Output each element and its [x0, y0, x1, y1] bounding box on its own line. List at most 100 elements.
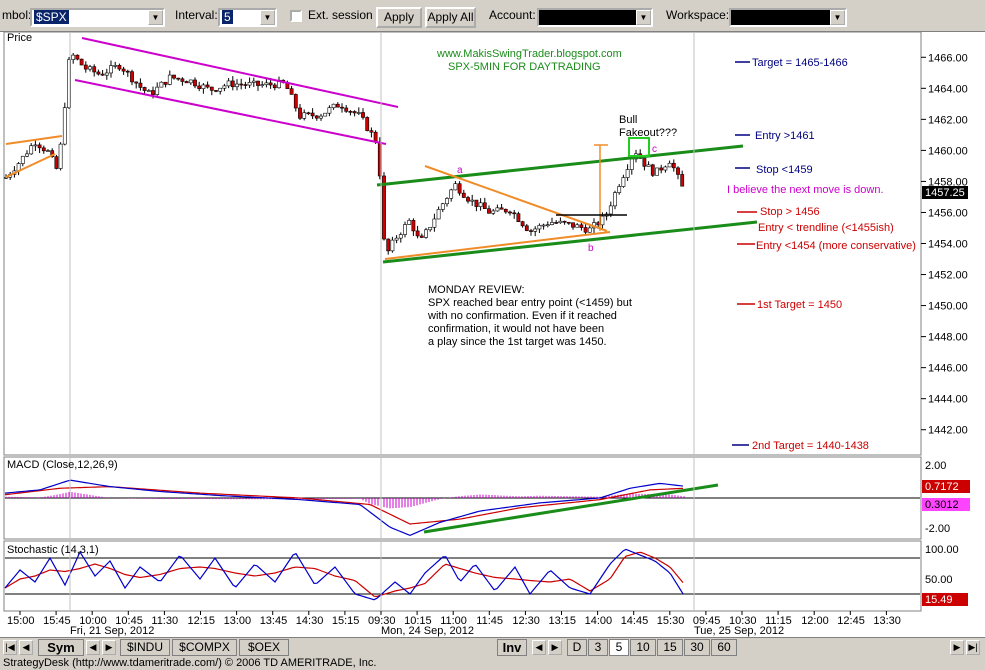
candle-body [298, 107, 302, 119]
interval-combo[interactable]: 5 ▼ [218, 8, 277, 27]
target2-label: 2nd Target = 1440-1438 [752, 440, 869, 452]
tab-interval-30[interactable]: 30 [684, 639, 710, 656]
chart-area[interactable]: 1442.00 1444.00 1446.00 1448.00 1450.00 1452.… [0, 31, 985, 637]
next-symbol-icon[interactable]: ▶ [102, 640, 116, 655]
account-label: Account: [489, 8, 536, 22]
candle-body [344, 107, 349, 112]
candle-body [680, 174, 685, 187]
tab-interval-5[interactable]: 5 [609, 639, 629, 656]
last-icon[interactable]: ▶| [966, 640, 980, 655]
candle-body [243, 84, 248, 86]
price-tick-label: 1458.00 [928, 176, 968, 188]
stoch-value: 15.49 [925, 594, 953, 606]
candle-body [142, 87, 147, 91]
fakeout-annotation: Fakeout??? [619, 127, 677, 139]
candle-body [571, 222, 575, 228]
candle-body [180, 78, 185, 82]
candle-body [88, 66, 92, 70]
candle-body [125, 70, 130, 73]
tab-interval-10[interactable]: 10 [630, 639, 656, 656]
tab-interval-3[interactable]: 3 [588, 639, 608, 656]
candle-body [54, 156, 59, 169]
prev-symbol-icon[interactable]: ◀ [86, 640, 100, 655]
review-line-2: SPX reached bear entry point (<1459) but [428, 297, 632, 309]
tab-symbol-indu[interactable]: $INDU [120, 639, 170, 656]
first-icon[interactable]: |◀ [3, 640, 17, 655]
candle-body [235, 83, 239, 88]
candle-body [398, 234, 403, 239]
candle-body [562, 220, 567, 223]
apply-button[interactable]: Apply [376, 7, 422, 28]
candle-body [499, 207, 504, 210]
prev-icon[interactable]: ◀ [19, 640, 33, 655]
candle-body [138, 82, 143, 88]
candle-body [424, 229, 428, 238]
tab-interval-d[interactable]: D [567, 639, 587, 656]
site-annotation: www.MakisSwingTrader.blogspot.com [436, 48, 622, 60]
x-tick-label: 12:30 [512, 615, 540, 627]
candle-body [520, 221, 525, 227]
next-icon[interactable]: ▶ [950, 640, 964, 655]
candle-body [457, 183, 462, 194]
candle-body [550, 222, 554, 225]
x-tick-label: 15:30 [657, 615, 685, 627]
candle-body [197, 85, 202, 89]
candle-body [272, 84, 277, 89]
tab-symbol-compx[interactable]: $COMPX [172, 639, 237, 656]
candle-body [75, 54, 80, 60]
candle-body [46, 150, 50, 152]
candle-body [121, 68, 126, 72]
candle-body [25, 153, 29, 157]
chevron-down-icon[interactable]: ▼ [636, 10, 651, 25]
candle-body [356, 112, 361, 114]
candle-body [663, 166, 668, 171]
candle-body [100, 73, 105, 76]
candle-body [71, 54, 76, 60]
candle-body [323, 112, 328, 117]
candle-body [319, 115, 323, 119]
candle-body [487, 208, 491, 214]
chevron-down-icon[interactable]: ▼ [830, 10, 845, 25]
x-tick-label: 11:15 [765, 615, 792, 627]
entry-cons-label: Entry <1454 (more conservative) [756, 240, 916, 252]
tab-interval-60[interactable]: 60 [711, 639, 737, 656]
green-upper-trendline [376, 144, 744, 187]
candle-body [33, 144, 38, 147]
candle-body [327, 107, 332, 114]
account-combo[interactable]: ▼ [537, 8, 653, 27]
candle-body [155, 86, 160, 95]
next-interval-icon[interactable]: ▶ [548, 640, 562, 655]
orange-ascending-line [384, 231, 611, 260]
symbol-combo[interactable]: $SPX ▼ [30, 8, 165, 27]
chart-svg: 1442.00 1444.00 1446.00 1448.00 1450.00 1452.… [0, 31, 985, 637]
orange-descending-line [424, 165, 608, 232]
candle-body [92, 66, 97, 73]
candle-body [608, 205, 613, 215]
tab-sym[interactable]: Sym [38, 639, 84, 656]
candle-body [625, 169, 630, 178]
candle-body [403, 224, 407, 235]
x-tick-label: 10:30 [729, 615, 757, 627]
candle-body [163, 81, 168, 85]
candle-body [537, 225, 542, 230]
candle-body [390, 239, 395, 252]
tab-interval-15[interactable]: 15 [657, 639, 683, 656]
candle-body [629, 158, 634, 170]
candle-body [268, 82, 273, 86]
prev-interval-icon[interactable]: ◀ [532, 640, 546, 655]
candle-body [382, 175, 386, 240]
ext-session-checkbox[interactable] [290, 10, 302, 22]
candle-body [104, 72, 109, 76]
candle-body [516, 213, 521, 222]
x-tick-label: 14:30 [296, 615, 324, 627]
workspace-combo[interactable]: ▼ [729, 8, 847, 27]
chevron-down-icon[interactable]: ▼ [260, 10, 275, 25]
x-tick-label: 09:30 [368, 615, 396, 627]
chevron-down-icon[interactable]: ▼ [148, 10, 163, 25]
candle-body [79, 58, 84, 66]
apply-all-button[interactable]: Apply All [425, 7, 476, 28]
tab-inv[interactable]: Inv [497, 639, 527, 656]
interval-label: Interval: [175, 8, 218, 22]
tab-symbol-oex[interactable]: $OEX [239, 639, 289, 656]
candle-body [67, 59, 71, 108]
